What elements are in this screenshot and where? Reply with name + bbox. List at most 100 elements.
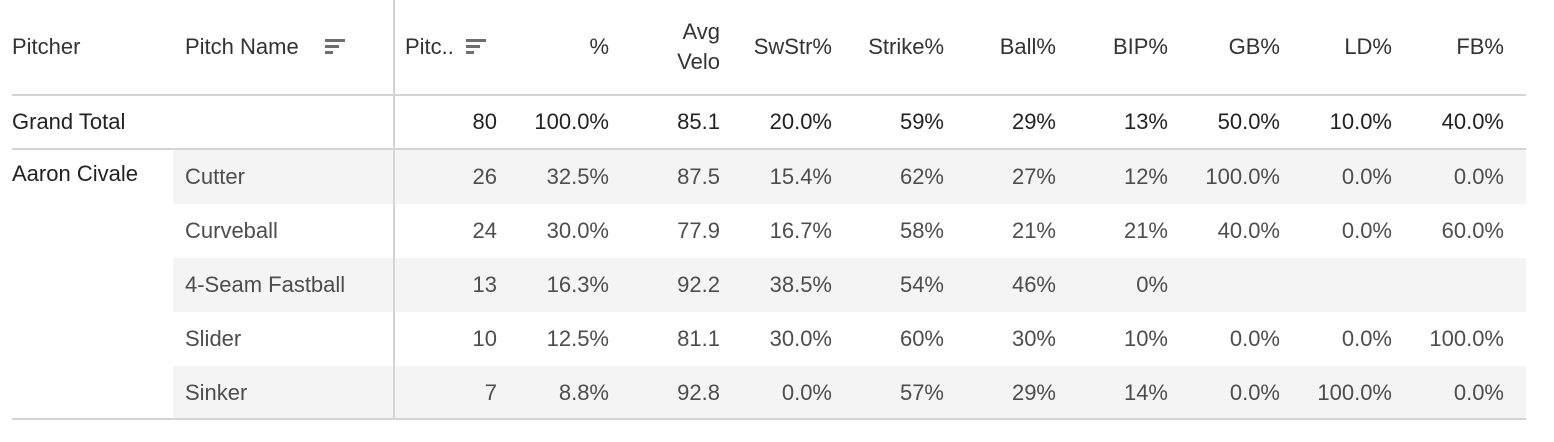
table-row[interactable]: Slider 10 12.5% 81.1 30.0% 60% 30% 10% 0… <box>173 312 1526 366</box>
table-row[interactable]: 4-Seam Fastball 13 16.3% 92.2 38.5% 54% … <box>173 258 1526 312</box>
header-pct[interactable]: % <box>517 0 609 94</box>
table-row[interactable]: Sinker 7 8.8% 92.8 0.0% 57% 29% 14% 0.0%… <box>173 366 1526 420</box>
pitches-cell: 7 <box>484 380 497 405</box>
bip-cell: 14% <box>1123 380 1168 405</box>
header-fb-label: FB% <box>1456 34 1504 59</box>
header-strike[interactable]: Strike% <box>834 0 944 94</box>
pct-cell: 32.5% <box>546 164 609 189</box>
bip-cell: 12% <box>1123 164 1168 189</box>
header-ball-label: Ball% <box>999 34 1056 59</box>
bip-cell: 10% <box>1123 326 1168 351</box>
table-header: Pitcher Pitch Name Pitc.. % Avg Velo <box>12 0 1526 96</box>
header-avg-velo[interactable]: Avg Velo <box>632 0 720 94</box>
header-avg-velo-line2: Velo <box>677 49 720 74</box>
avg-velo-cell: 92.2 <box>677 272 720 297</box>
table-row[interactable]: Cutter 26 32.5% 87.5 15.4% 62% 27% 12% 1… <box>173 150 1526 204</box>
pct-cell: 12.5% <box>546 326 609 351</box>
avg-velo-cell: 81.1 <box>677 326 720 351</box>
fb-cell: 0.0% <box>1453 164 1504 189</box>
grand-total-swstr: 20.0% <box>769 109 832 134</box>
header-gb-label: GB% <box>1228 34 1280 59</box>
header-pitches[interactable]: Pitc.. <box>405 0 515 94</box>
header-ld-label: LD% <box>1344 34 1392 59</box>
header-avg-velo-line1: Avg <box>682 19 720 44</box>
pitches-cell: 26 <box>472 164 497 189</box>
strike-cell: 60% <box>899 326 944 351</box>
header-pct-label: % <box>589 34 609 59</box>
pitch-name-cell: Curveball <box>185 218 278 243</box>
bip-cell: 0% <box>1136 272 1168 297</box>
gb-cell: 40.0% <box>1217 218 1280 243</box>
strike-cell: 57% <box>899 380 944 405</box>
sort-descending-icon[interactable] <box>324 36 347 58</box>
fb-cell <box>1394 258 1504 312</box>
header-ld[interactable]: LD% <box>1282 0 1392 94</box>
ld-cell: 0.0% <box>1341 326 1392 351</box>
swstr-cell: 38.5% <box>769 272 832 297</box>
grand-total-ld: 10.0% <box>1329 109 1392 134</box>
bip-cell: 21% <box>1123 218 1168 243</box>
swstr-cell: 16.7% <box>769 218 832 243</box>
gb-cell: 0.0% <box>1229 380 1280 405</box>
ball-cell: 29% <box>1011 380 1056 405</box>
pitcher-group: Aaron Civale Cutter 26 32.5% 87.5 15.4% … <box>12 150 1526 420</box>
pitcher-name[interactable]: Aaron Civale <box>12 161 138 186</box>
header-swstr[interactable]: SwStr% <box>722 0 832 94</box>
grand-total-bip: 13% <box>1123 109 1168 134</box>
grand-total-gb: 50.0% <box>1217 109 1280 134</box>
pitch-name-cell: Sinker <box>185 380 248 405</box>
table-bottom-border <box>12 418 1526 420</box>
ball-cell: 46% <box>1011 272 1056 297</box>
pitch-table: Pitcher Pitch Name Pitc.. % Avg Velo <box>12 0 1526 420</box>
gb-cell: 0.0% <box>1229 326 1280 351</box>
fb-cell: 0.0% <box>1453 380 1504 405</box>
table-row[interactable]: Curveball 24 30.0% 77.9 16.7% 58% 21% 21… <box>173 204 1526 258</box>
sort-descending-icon[interactable] <box>465 36 488 58</box>
pct-cell: 16.3% <box>546 272 609 297</box>
strike-cell: 58% <box>899 218 944 243</box>
avg-velo-cell: 87.5 <box>677 164 720 189</box>
avg-velo-cell: 92.8 <box>677 380 720 405</box>
grand-total-pitches: 80 <box>472 109 497 134</box>
header-bip[interactable]: BIP% <box>1058 0 1168 94</box>
ld-cell: 0.0% <box>1341 218 1392 243</box>
header-fb[interactable]: FB% <box>1394 0 1504 94</box>
pct-cell: 30.0% <box>546 218 609 243</box>
header-bip-label: BIP% <box>1112 34 1168 59</box>
swstr-cell: 30.0% <box>769 326 832 351</box>
header-pitcher[interactable]: Pitcher <box>12 0 172 94</box>
fb-cell: 60.0% <box>1441 218 1504 243</box>
header-pitcher-label: Pitcher <box>12 34 81 59</box>
pitches-cell: 13 <box>472 272 497 297</box>
header-pitch-name-label: Pitch Name <box>185 34 299 59</box>
ball-cell: 21% <box>1011 218 1056 243</box>
header-ball[interactable]: Ball% <box>946 0 1056 94</box>
grand-total-pct: 100.0% <box>534 109 609 134</box>
grand-total-row[interactable]: Grand Total 80 100.0% 85.1 20.0% 59% 29%… <box>12 96 1526 150</box>
strike-cell: 62% <box>899 164 944 189</box>
header-pitch-name[interactable]: Pitch Name <box>185 0 390 94</box>
pitch-name-cell: 4-Seam Fastball <box>185 272 346 297</box>
grand-total-ball: 29% <box>1011 109 1056 134</box>
pitch-name-cell: Cutter <box>185 164 245 189</box>
ld-cell <box>1282 258 1392 312</box>
grand-total-fb: 40.0% <box>1441 109 1504 134</box>
avg-velo-cell: 77.9 <box>677 218 720 243</box>
pct-cell: 8.8% <box>558 380 609 405</box>
header-avg-velo-label: Avg Velo <box>677 17 720 77</box>
ld-cell: 0.0% <box>1341 164 1392 189</box>
swstr-cell: 15.4% <box>769 164 832 189</box>
ball-cell: 30% <box>1011 326 1056 351</box>
grand-total-avg-velo: 85.1 <box>677 109 720 134</box>
header-swstr-label: SwStr% <box>753 34 832 59</box>
header-strike-label: Strike% <box>868 34 944 59</box>
pitch-name-cell: Slider <box>185 326 242 351</box>
header-gb[interactable]: GB% <box>1170 0 1280 94</box>
grand-total-label: Grand Total <box>12 109 126 134</box>
strike-cell: 54% <box>899 272 944 297</box>
pitches-cell: 10 <box>472 326 497 351</box>
swstr-cell: 0.0% <box>781 380 832 405</box>
gb-cell: 100.0% <box>1205 164 1280 189</box>
column-divider <box>393 0 395 420</box>
header-pitches-label: Pitc.. <box>405 34 454 59</box>
